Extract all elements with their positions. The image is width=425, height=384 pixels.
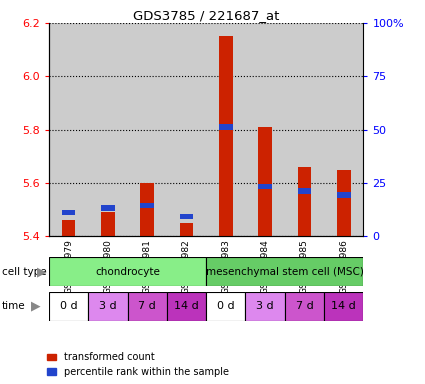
Bar: [128, 292, 167, 321]
Text: cell type: cell type: [2, 266, 47, 277]
Title: GDS3785 / 221687_at: GDS3785 / 221687_at: [133, 9, 279, 22]
Text: 7 d: 7 d: [295, 301, 313, 311]
Text: ▶: ▶: [31, 300, 41, 313]
Text: time: time: [2, 301, 26, 311]
Text: 14 d: 14 d: [332, 301, 356, 311]
Bar: [285, 292, 324, 321]
Bar: [337, 192, 351, 198]
Bar: [49, 292, 88, 321]
Bar: [101, 212, 115, 236]
Bar: [324, 292, 363, 321]
Bar: [62, 220, 75, 236]
Legend: transformed count, percentile rank within the sample: transformed count, percentile rank withi…: [47, 353, 229, 377]
Text: 0 d: 0 d: [217, 301, 235, 311]
Bar: [167, 292, 206, 321]
Bar: [219, 124, 232, 129]
Text: 0 d: 0 d: [60, 301, 77, 311]
Bar: [298, 188, 311, 194]
Bar: [324, 23, 363, 236]
Bar: [219, 36, 232, 236]
Bar: [180, 223, 193, 236]
Bar: [206, 292, 245, 321]
Bar: [88, 23, 128, 236]
Bar: [62, 210, 75, 215]
Bar: [258, 127, 272, 236]
Bar: [298, 167, 311, 236]
Bar: [101, 205, 115, 210]
Text: 14 d: 14 d: [174, 301, 199, 311]
Text: mesenchymal stem cell (MSC): mesenchymal stem cell (MSC): [206, 266, 364, 277]
Bar: [88, 292, 128, 321]
Bar: [258, 184, 272, 189]
Text: ▶: ▶: [37, 265, 47, 278]
Bar: [206, 23, 245, 236]
Bar: [285, 23, 324, 236]
Bar: [128, 23, 167, 236]
Bar: [245, 292, 285, 321]
Bar: [180, 214, 193, 219]
Bar: [49, 257, 206, 286]
Bar: [49, 23, 88, 236]
Bar: [140, 203, 154, 209]
Text: chondrocyte: chondrocyte: [95, 266, 160, 277]
Text: 7 d: 7 d: [138, 301, 156, 311]
Text: 3 d: 3 d: [99, 301, 116, 311]
Bar: [206, 257, 363, 286]
Bar: [140, 183, 154, 236]
Bar: [337, 170, 351, 236]
Bar: [245, 23, 285, 236]
Text: 3 d: 3 d: [256, 301, 274, 311]
Bar: [167, 23, 206, 236]
